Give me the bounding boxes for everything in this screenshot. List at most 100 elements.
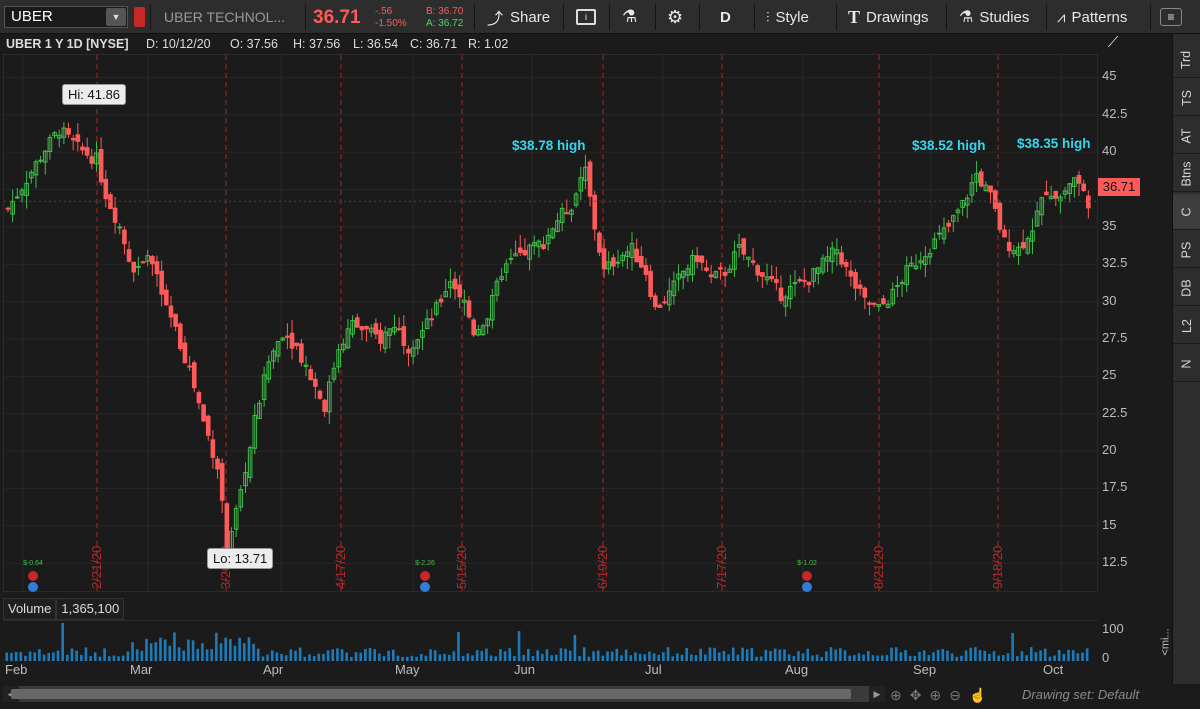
- volume-bar: [941, 649, 945, 661]
- volume-bar: [93, 652, 97, 661]
- price-axis-label: 40: [1102, 143, 1117, 159]
- sidebar-tab-ps[interactable]: PS: [1173, 232, 1200, 268]
- expiry-label: 4/17/20: [333, 546, 348, 589]
- price-chart[interactable]: 2/21/203/20/204/17/205/15/206/19/207/17/…: [3, 54, 1099, 593]
- zoom-in-icon[interactable]: ⊕: [929, 686, 942, 703]
- sidebar-tab-at[interactable]: AT: [1173, 118, 1200, 154]
- sidebar-tab-db[interactable]: DB: [1173, 270, 1200, 306]
- scroll-right-icon[interactable]: ▶: [869, 686, 885, 702]
- candle-body: [1034, 210, 1040, 227]
- volume-bar: [452, 651, 456, 661]
- sidebar-tab-label: L2: [1179, 318, 1194, 333]
- volume-bar: [475, 650, 479, 661]
- volume-bar: [717, 652, 721, 661]
- sidebar-tab-ts[interactable]: TS: [1173, 80, 1200, 116]
- price-axis-label: 42.5: [1102, 105, 1128, 121]
- volume-pane[interactable]: [3, 620, 1098, 661]
- candlestick-chart[interactable]: 2/21/203/20/204/17/205/15/206/19/207/17/…: [4, 55, 1099, 593]
- symbol-input[interactable]: UBER: [4, 6, 128, 28]
- hand-icon[interactable]: ☝: [968, 686, 987, 703]
- chart-scrollbar[interactable]: ◀ ▶: [3, 686, 885, 702]
- candle-body: [191, 362, 197, 389]
- candle-body: [424, 318, 430, 330]
- expiry-label: 2/21/20: [89, 546, 104, 589]
- time-axis[interactable]: Feb Mar Apr May Jun Jul Aug Sep Oct: [0, 662, 1100, 684]
- symbol-dropdown-icon[interactable]: ▼: [106, 8, 126, 26]
- flask-icon: ⚗: [622, 7, 638, 26]
- sidebar-tab-n[interactable]: N: [1173, 346, 1200, 382]
- time-axis-label: Mar: [130, 662, 153, 677]
- scroll-thumb[interactable]: [11, 689, 851, 699]
- candle-body: [732, 251, 737, 270]
- style-button[interactable]: ⫶ Style: [766, 0, 809, 34]
- expiry-label: 8/21/20: [871, 546, 886, 589]
- candle-body: [522, 249, 528, 256]
- candle-body: [410, 347, 416, 357]
- volume-bar: [182, 650, 186, 661]
- company-name: UBER TECHNOL...: [164, 9, 286, 25]
- divider: [1150, 4, 1151, 30]
- candle-body: [611, 257, 616, 267]
- candle-body: [257, 402, 262, 419]
- candle-body: [489, 294, 495, 321]
- sidebar-tab-c[interactable]: C: [1173, 194, 1200, 230]
- time-axis-label: Oct: [1043, 662, 1064, 677]
- chart-settings-button[interactable]: i: [576, 0, 596, 34]
- share-button[interactable]: ⤴ Share: [487, 0, 550, 34]
- volume-bar: [694, 655, 698, 661]
- axis-scale-icon[interactable]: ⟋: [1107, 34, 1119, 51]
- sidebar-tab-trd[interactable]: Trd: [1173, 42, 1200, 78]
- candle-body: [545, 234, 551, 245]
- candle-body: [606, 261, 612, 270]
- sidebar-tab-btns[interactable]: Btns: [1173, 156, 1200, 192]
- candle-body: [876, 303, 882, 307]
- candle-body: [261, 374, 267, 401]
- candle-body: [760, 272, 765, 277]
- volume-bar: [117, 656, 120, 661]
- sidebar-tab-l2[interactable]: L2: [1173, 308, 1200, 344]
- patterns-button[interactable]: ⩘ Patterns: [1057, 0, 1127, 34]
- candle-body: [992, 190, 998, 209]
- price-axis[interactable]: 4542.54037.53532.53027.52522.52017.51512…: [1098, 54, 1168, 592]
- volume-bar: [648, 651, 651, 661]
- volume-bar: [284, 655, 288, 661]
- flask-button[interactable]: ⚗: [622, 0, 637, 34]
- price-axis-label: 30: [1102, 292, 1117, 308]
- zoom-out-icon[interactable]: ⊖: [949, 686, 961, 703]
- menu-button[interactable]: ≡: [1160, 0, 1182, 34]
- volume-bar: [378, 653, 381, 661]
- candle-body: [895, 284, 900, 287]
- volume-bar: [131, 642, 134, 661]
- volume-bar: [950, 653, 954, 661]
- volume-bar: [331, 649, 335, 661]
- candle-body: [299, 343, 304, 363]
- volume-bar: [373, 649, 376, 661]
- time-axis-label: Sep: [913, 662, 937, 677]
- volume-bar: [997, 655, 1000, 661]
- candle-body: [84, 147, 90, 156]
- aggregation-button[interactable]: D: [720, 8, 731, 26]
- volume-bar: [317, 653, 321, 661]
- volume-bar: [66, 654, 69, 661]
- ask-price: A: 36.72: [426, 18, 464, 29]
- volume-bar: [294, 650, 297, 661]
- time-axis-label: Aug: [785, 662, 809, 677]
- volume-bar: [778, 649, 782, 661]
- volume-bar: [927, 655, 931, 661]
- volume-bar: [1034, 652, 1038, 661]
- link-flag-icon[interactable]: [134, 7, 145, 27]
- candle-body: [10, 200, 15, 215]
- candle-body: [345, 328, 351, 349]
- settings-button[interactable]: ⚙: [667, 0, 683, 34]
- crosshair-icon[interactable]: ⊕: [890, 686, 902, 703]
- candle-body: [1025, 238, 1031, 254]
- volume-bar: [224, 637, 227, 661]
- studies-button[interactable]: ⚗ Studies: [959, 0, 1029, 34]
- volume-bars: [5, 623, 1089, 661]
- volume-bar: [433, 650, 437, 661]
- candle-body: [634, 248, 639, 263]
- volume-bar: [415, 656, 418, 661]
- pan-icon[interactable]: ✥: [909, 686, 922, 703]
- candle-body: [452, 278, 458, 290]
- drawings-button[interactable]: T Drawings: [848, 0, 929, 34]
